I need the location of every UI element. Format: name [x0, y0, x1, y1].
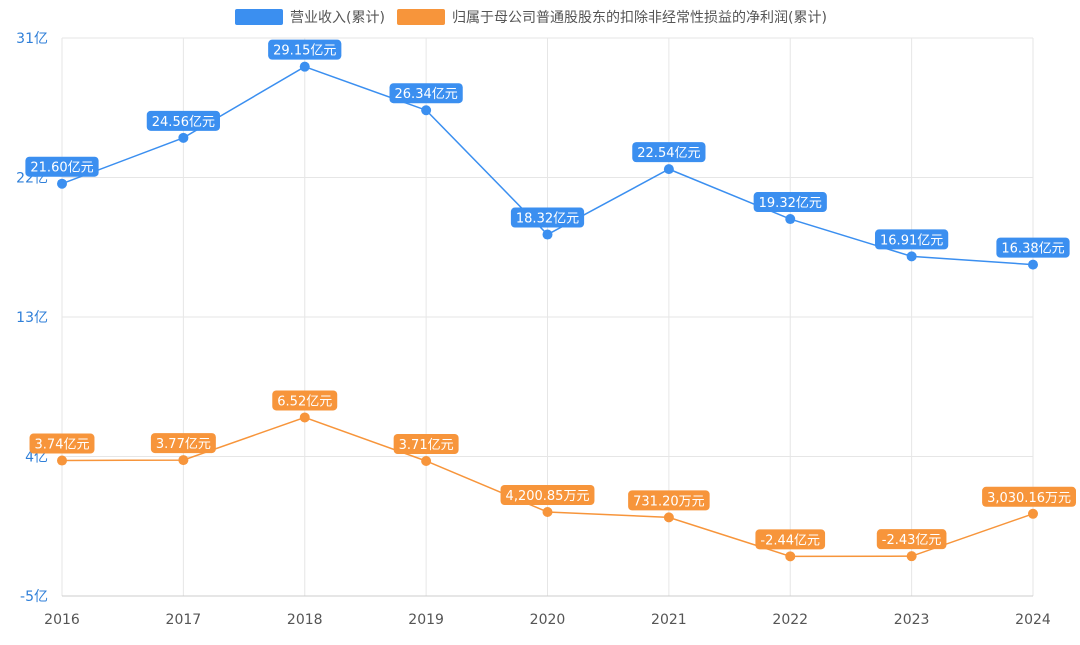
data-point — [299, 61, 310, 72]
data-label-box — [25, 156, 99, 177]
x-tick-label: 2016 — [44, 612, 80, 628]
data-label-text: 26.34亿元 — [395, 87, 458, 102]
data-point — [299, 412, 310, 423]
legend: 营业收入(累计) 归属于母公司普通股股东的扣除非经常性损益的净利润(累计) — [235, 9, 827, 26]
data-label: -2.44亿元 — [755, 529, 826, 550]
legend-label: 归属于母公司普通股股东的扣除非经常性损益的净利润(累计) — [452, 9, 827, 26]
data-label-text: 29.15亿元 — [273, 44, 336, 59]
data-label-box — [29, 433, 95, 454]
data-label-text: 22.54亿元 — [637, 146, 700, 161]
data-label: 29.15亿元 — [268, 39, 342, 60]
data-point — [421, 105, 432, 116]
data-point — [785, 214, 796, 225]
data-label: 19.32亿元 — [753, 192, 827, 213]
data-point — [542, 506, 553, 517]
x-tick-label: 2022 — [772, 612, 808, 628]
legend-swatch — [397, 9, 445, 25]
data-label-box — [628, 490, 710, 511]
data-label-box — [996, 237, 1070, 258]
data-label: 22.54亿元 — [632, 142, 706, 163]
data-point — [57, 178, 67, 189]
x-tick-label: 2023 — [894, 612, 930, 628]
data-label-text: 16.91亿元 — [880, 233, 943, 248]
data-label: 16.38亿元 — [996, 237, 1070, 258]
data-label-box — [982, 486, 1076, 507]
data-label-text: 18.32亿元 — [516, 212, 579, 227]
data-label-text: 3,030.16万元 — [987, 491, 1071, 506]
data-point — [906, 251, 917, 262]
legend-label: 营业收入(累计) — [290, 10, 385, 26]
data-label-text: 16.38亿元 — [1001, 242, 1064, 257]
data-label-box — [268, 39, 342, 60]
data-point — [1028, 259, 1038, 270]
data-label: 3.71亿元 — [393, 433, 459, 454]
x-tick-label: 2018 — [287, 612, 323, 628]
data-point — [178, 132, 189, 143]
data-label: 26.34亿元 — [389, 83, 463, 104]
data-point — [785, 551, 796, 562]
data-point — [178, 455, 189, 466]
x-tick-label: 2021 — [651, 612, 687, 628]
data-label-box — [875, 229, 949, 250]
data-label-box — [500, 484, 595, 505]
data-point — [542, 229, 553, 240]
data-label-text: -2.44亿元 — [760, 533, 820, 548]
data-label-text: 21.60亿元 — [30, 161, 93, 176]
y-tick-label: 31亿 — [16, 31, 48, 47]
data-label: 16.91亿元 — [875, 229, 949, 250]
data-label: 24.56亿元 — [146, 110, 220, 131]
data-label-box — [272, 390, 338, 411]
data-point — [421, 455, 432, 466]
data-point — [906, 551, 917, 562]
data-label-box — [393, 433, 459, 454]
data-label-box — [389, 83, 463, 104]
data-label-box — [146, 110, 220, 131]
data-label: 18.32亿元 — [510, 207, 585, 228]
data-label: 3.74亿元 — [29, 433, 95, 454]
legend-swatch — [235, 9, 283, 25]
data-label-text: 3.77亿元 — [156, 437, 211, 452]
data-point — [663, 164, 674, 175]
data-label-text: 19.32亿元 — [759, 196, 822, 211]
data-labels: 21.60亿元 24.56亿元 29.15亿元 26.34亿元 18.32亿元 22.54… — [25, 39, 1076, 550]
data-label-text: 4,200.85万元 — [506, 489, 590, 504]
data-label: -2.43亿元 — [876, 529, 947, 550]
data-label-text: 731.20万元 — [633, 494, 705, 509]
y-tick-label: -5亿 — [20, 589, 48, 605]
x-tick-label: 2019 — [408, 612, 444, 628]
data-label-box — [753, 192, 827, 213]
data-label: 3.77亿元 — [150, 433, 216, 454]
data-label-box — [876, 529, 947, 550]
data-label-text: 6.52亿元 — [277, 394, 332, 409]
data-label: 21.60亿元 — [25, 156, 99, 177]
data-label: 731.20万元 — [628, 490, 710, 511]
data-point — [57, 455, 67, 466]
data-label-text: 24.56亿元 — [152, 115, 215, 130]
data-point — [663, 512, 674, 523]
data-point — [1028, 508, 1038, 519]
data-label-box — [150, 433, 216, 454]
data-label: 6.52亿元 — [272, 390, 338, 411]
y-tick-label: 13亿 — [16, 310, 48, 326]
data-label: 4,200.85万元 — [500, 484, 595, 505]
data-label-text: 3.74亿元 — [35, 438, 90, 453]
data-label-box — [632, 142, 706, 163]
x-tick-label: 2024 — [1015, 612, 1051, 628]
data-label-text: 3.71亿元 — [399, 438, 454, 453]
data-label-box — [510, 207, 585, 228]
data-label-text: -2.43亿元 — [882, 533, 942, 548]
data-label-box — [755, 529, 826, 550]
x-tick-label: 2020 — [530, 612, 566, 628]
series — [57, 61, 1038, 562]
data-label: 3,030.16万元 — [982, 486, 1076, 507]
x-tick-label: 2017 — [166, 612, 202, 628]
